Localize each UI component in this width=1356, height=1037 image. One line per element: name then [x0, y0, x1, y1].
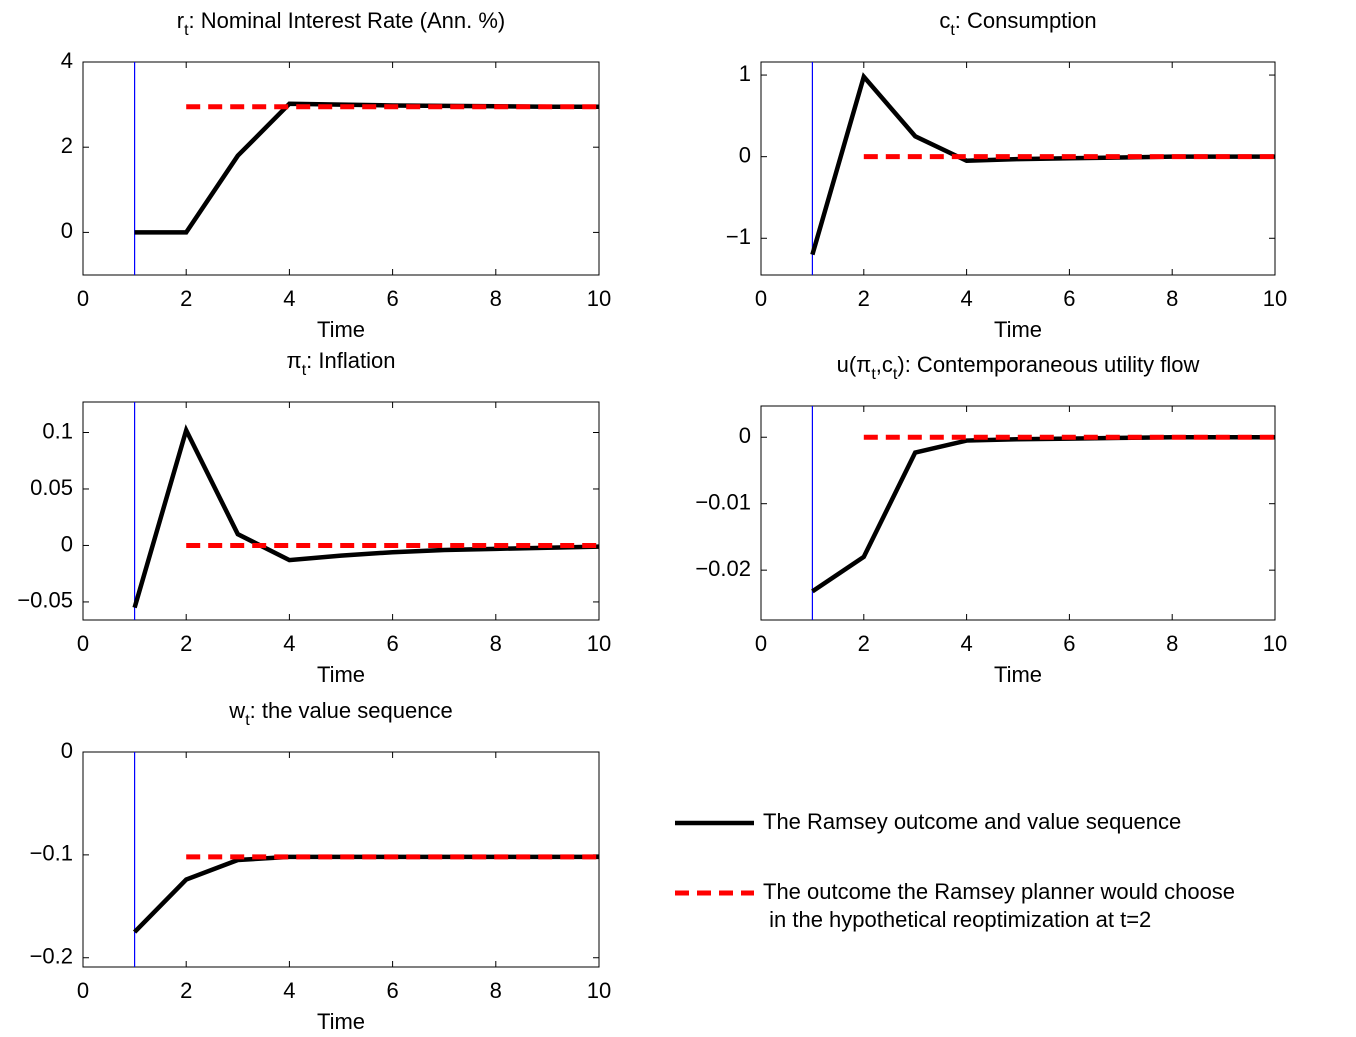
title-part: c [939, 8, 950, 33]
y-tick-label: 0 [739, 423, 751, 448]
x-tick-label: 0 [77, 631, 89, 656]
title-part: t [302, 362, 307, 379]
chart-title: πt: Inflation [287, 348, 396, 379]
title-part: t [950, 22, 955, 39]
y-tick-label: −0.01 [695, 490, 751, 515]
axes-box [82, 751, 600, 968]
title-part: t [245, 712, 250, 729]
x-tick-label: 2 [180, 978, 192, 1003]
y-tick-label: −0.02 [695, 556, 751, 581]
title-part: ,c [876, 352, 893, 377]
x-tick-label: 8 [490, 631, 502, 656]
x-tick-label: 10 [1263, 631, 1287, 656]
x-tick-label: 10 [587, 978, 611, 1003]
y-tick-label: 0 [739, 142, 751, 167]
y-tick-label: 0.05 [30, 475, 73, 500]
series-line [132, 424, 600, 609]
x-tick-label: 4 [283, 978, 295, 1003]
x-tick-label: 6 [386, 286, 398, 311]
x-tick-label: 8 [490, 286, 502, 311]
y-tick-label: −0.2 [30, 944, 73, 969]
x-tick-label: 4 [283, 286, 295, 311]
x-tick-label: 0 [77, 286, 89, 311]
chart-title: ct: Consumption [939, 8, 1096, 39]
x-tick-label: 6 [1063, 286, 1075, 311]
x-axis-label: Time [994, 317, 1042, 342]
x-tick-label: 8 [490, 978, 502, 1003]
y-tick-label: 2 [61, 133, 73, 158]
axes-box [760, 61, 1276, 276]
x-tick-label: 2 [858, 286, 870, 311]
axes-box [760, 405, 1276, 621]
x-tick-label: 6 [386, 631, 398, 656]
x-tick-label: 10 [587, 286, 611, 311]
legend-label: The outcome the Ramsey planner would cho… [763, 879, 1235, 904]
legend-label: in the hypothetical reoptimization at t=… [763, 907, 1151, 932]
x-tick-label: 6 [386, 978, 398, 1003]
y-tick-label: 1 [739, 61, 751, 86]
x-tick-label: 10 [587, 631, 611, 656]
title-part: : Nominal Interest Rate (Ann. %) [189, 8, 506, 33]
x-axis-label: Time [317, 1009, 365, 1034]
y-tick-label: 0 [61, 738, 73, 763]
y-tick-label: −1 [726, 224, 751, 249]
x-axis-label: Time [317, 662, 365, 687]
chart-title: u(πt,ct): Contemporaneous utility flow [837, 352, 1200, 383]
title-part: ): Contemporaneous utility flow [897, 352, 1199, 377]
axes-box [82, 61, 600, 276]
title-part: : the value sequence [250, 698, 453, 723]
legend-label: The Ramsey outcome and value sequence [763, 809, 1181, 834]
x-tick-label: 0 [755, 286, 767, 311]
x-tick-label: 8 [1166, 286, 1178, 311]
x-tick-label: 4 [960, 286, 972, 311]
title-part: r [177, 8, 184, 33]
title-part: t [893, 366, 898, 383]
x-tick-label: 0 [755, 631, 767, 656]
y-tick-label: 0 [61, 531, 73, 556]
x-tick-label: 2 [180, 631, 192, 656]
x-tick-label: 10 [1263, 286, 1287, 311]
y-tick-label: 0.1 [42, 418, 73, 443]
x-tick-label: 4 [283, 631, 295, 656]
y-tick-label: −0.1 [30, 841, 73, 866]
title-part: π [287, 348, 302, 373]
chart-title: rt: Nominal Interest Rate (Ann. %) [177, 8, 505, 39]
x-tick-label: 8 [1166, 631, 1178, 656]
axes-box [82, 401, 600, 621]
y-tick-label: 0 [61, 218, 73, 243]
title-part: t [871, 366, 876, 383]
title-part: w [228, 698, 245, 723]
title-part: u(π [837, 352, 872, 377]
x-axis-label: Time [317, 317, 365, 342]
title-part: : Consumption [955, 8, 1097, 33]
y-tick-label: −0.05 [17, 588, 73, 613]
chart-title: wt: the value sequence [228, 698, 452, 729]
x-tick-label: 4 [960, 631, 972, 656]
x-tick-label: 0 [77, 978, 89, 1003]
y-tick-label: 4 [61, 48, 73, 73]
title-part: t [184, 22, 189, 39]
x-tick-label: 6 [1063, 631, 1075, 656]
title-part: : Inflation [306, 348, 395, 373]
x-axis-label: Time [994, 662, 1042, 687]
x-tick-label: 2 [858, 631, 870, 656]
x-tick-label: 2 [180, 286, 192, 311]
